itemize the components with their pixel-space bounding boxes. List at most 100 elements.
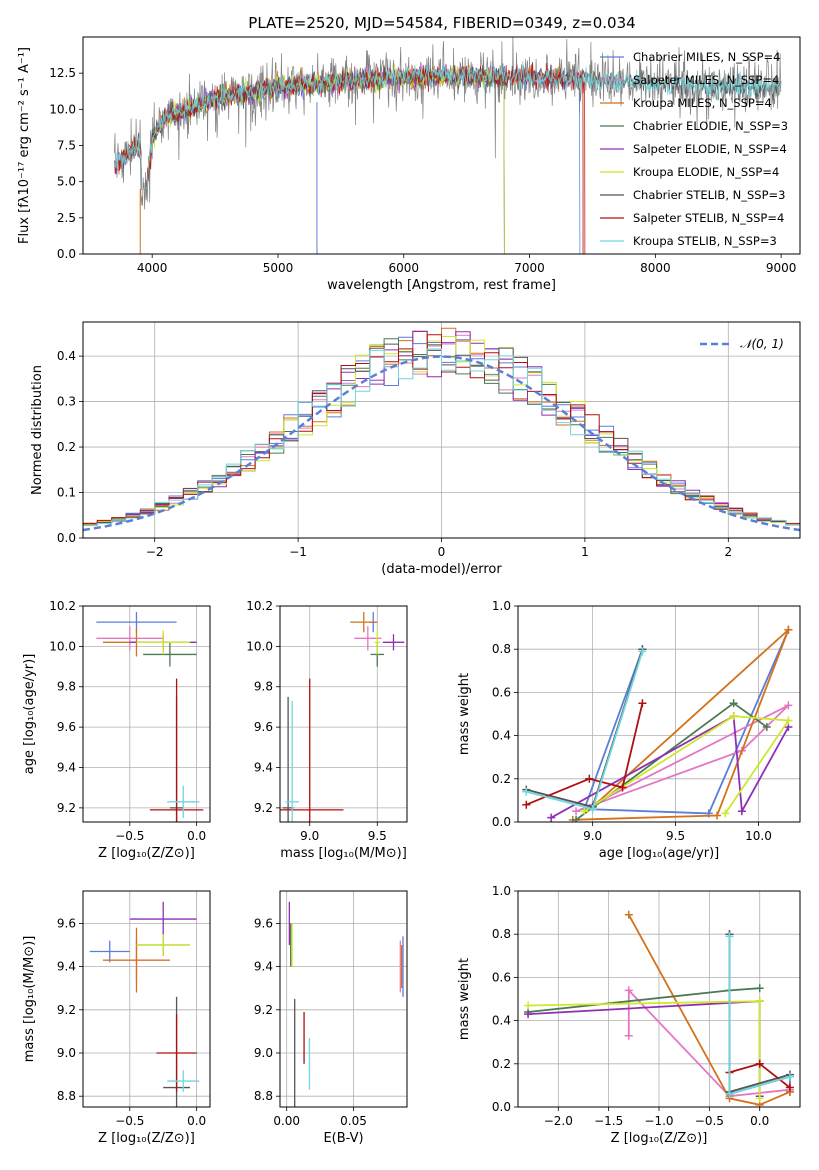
x-axis-label: E(B-V) (323, 1131, 363, 1146)
x-tick-label: 10.0 (745, 829, 772, 843)
panel-residuals: −2 −1 0 1 2 0.0 0.1 0.2 0.3 0.4 (data-model)/error… (30, 321, 801, 577)
y-axis-label: mass weight (457, 673, 472, 755)
weight-marker (638, 647, 647, 656)
y-axis-label: mass [log₁₀(M/M⊙)] (22, 936, 37, 1063)
y-tick-label: 9.8 (254, 680, 273, 694)
y-axis-label: mass weight (457, 958, 472, 1040)
y-tick-label: 9.4 (254, 960, 273, 974)
y-axis-label: age [log₁₀(age/yr)] (22, 654, 37, 775)
y-tick-label: 0.6 (492, 685, 511, 699)
weight-marker (725, 1090, 734, 1099)
x-tick-label: 0 (438, 545, 446, 559)
legend-label: Kroupa STELIB, N_SSP=3 (633, 234, 777, 248)
weight-line (572, 629, 790, 821)
x-axis-label: mass [log₁₀(M/M⊙)] (280, 846, 407, 861)
legend-label: Salpeter ELODIE, N_SSP=4 (633, 142, 787, 156)
x-tick-label: 9.5 (666, 829, 685, 843)
weight-marker (784, 716, 793, 725)
y-tick-label: 0.6 (492, 970, 511, 984)
axes-frame (279, 890, 408, 1108)
weight-line (583, 715, 791, 814)
y-axis-label: Flux [fλ10⁻¹⁷ erg cm⁻² s⁻¹ A⁻¹] (17, 47, 32, 244)
axes-frame (82, 36, 801, 255)
legend-label: 𝒩(0, 1) (740, 337, 784, 351)
panel-age-vs-Z: −0.5 0.0 9.2 9.4 9.6 9.8 10.0 10.2 Z [log₁₀(Z/Z⊙… (22, 599, 211, 861)
x-tick-label: 0.0 (187, 1114, 206, 1128)
weight-marker (624, 1031, 633, 1040)
x-tick-label: 1 (581, 545, 589, 559)
weight-marker (737, 807, 746, 816)
legend-label: Salpeter MILES, N_SSP=4 (633, 73, 779, 87)
y-tick-label: 0.0 (57, 531, 76, 545)
weight-marker (729, 712, 738, 721)
x-tick-label: 8000 (640, 261, 671, 275)
panel-mass-vs-ebv: 0.00 0.05 8.8 9.0 9.2 9.4 9.6 E(B-V) (254, 890, 408, 1146)
x-axis-label: wavelength [Angstrom, rest frame] (327, 278, 556, 293)
x-tick-label: 7000 (514, 261, 545, 275)
x-tick-label: 9.0 (300, 829, 319, 843)
x-axis-label: Z [log₁₀(Z/Z⊙)] (611, 1131, 708, 1146)
y-tick-label: 10.0 (49, 102, 76, 116)
y-tick-label: 9.0 (57, 1046, 76, 1060)
x-tick-label: −0.5 (115, 829, 144, 843)
x-tick-label: −1 (289, 545, 307, 559)
legend-label: Kroupa MILES, N_SSP=4 (633, 96, 772, 110)
y-tick-label: 0.3 (57, 395, 76, 409)
y-tick-label: 0.4 (492, 729, 511, 743)
y-tick-label: 0.4 (57, 349, 76, 363)
x-tick-label: 0.0 (187, 829, 206, 843)
y-tick-label: 2.5 (57, 211, 76, 225)
weight-marker (522, 787, 531, 796)
y-tick-label: 0.2 (492, 1057, 511, 1071)
residual-histogram (83, 348, 800, 538)
x-tick-label: −2.0 (544, 1114, 573, 1128)
y-tick-label: 0.2 (57, 440, 76, 454)
weight-marker (713, 811, 722, 820)
legend-label: Salpeter STELIB, N_SSP=4 (633, 211, 784, 225)
weight-marker (638, 699, 647, 708)
weight-marker (522, 800, 531, 809)
weight-line (550, 714, 790, 819)
plot-area (280, 891, 407, 1107)
y-tick-label: 10.2 (49, 599, 76, 613)
plot-area (518, 891, 800, 1107)
weight-line (528, 1000, 761, 1097)
y-tick-label: 9.4 (254, 760, 273, 774)
x-tick-label: −1.5 (594, 1114, 623, 1128)
model-spectrum-line (114, 64, 581, 254)
weight-marker (524, 1001, 533, 1010)
normal-curve (83, 355, 800, 532)
weight-marker (624, 910, 633, 919)
axes-frame (82, 321, 801, 539)
y-tick-label: 0.0 (57, 247, 76, 261)
plot-area (280, 606, 407, 822)
y-tick-label: 9.2 (254, 1003, 273, 1017)
x-tick-label: −0.5 (695, 1114, 724, 1128)
x-tick-label: 4000 (137, 261, 168, 275)
y-tick-label: 1.0 (492, 599, 511, 613)
panel-mass-vs-Z: −0.5 0.0 8.8 9.0 9.2 9.4 9.6 Z [log₁₀(Z/Z⊙)] mas… (22, 890, 211, 1146)
x-tick-label: −2 (146, 545, 164, 559)
y-tick-label: 9.6 (57, 720, 76, 734)
x-tick-label: −0.5 (115, 1114, 144, 1128)
weight-marker (618, 783, 627, 792)
plot-area (83, 891, 210, 1107)
panel-age-vs-mass: 9.0 9.5 9.2 9.4 9.6 9.8 10.0 10.2 mass [log₁₀(M/… (246, 599, 408, 861)
y-tick-label: 7.5 (57, 139, 76, 153)
legend-label: Chabrier ELODIE, N_SSP=3 (633, 119, 788, 133)
legend-label: Kroupa ELODIE, N_SSP=4 (633, 165, 779, 179)
weight-marker (729, 699, 738, 708)
y-tick-label: 9.8 (57, 680, 76, 694)
y-tick-label: 9.6 (57, 916, 76, 930)
x-axis-label: age [log₁₀(age/yr)] (599, 846, 720, 861)
weight-marker (580, 807, 589, 816)
y-tick-label: 10.0 (49, 639, 76, 653)
axes-frame (517, 890, 801, 1108)
y-tick-label: 0.1 (57, 486, 76, 500)
y-tick-label: 9.0 (254, 1046, 273, 1060)
y-tick-label: 5.0 (57, 175, 76, 189)
y-tick-label: 0.0 (492, 815, 511, 829)
y-tick-label: 0.4 (492, 1014, 511, 1028)
weight-marker (547, 813, 556, 822)
weight-line (575, 704, 790, 813)
